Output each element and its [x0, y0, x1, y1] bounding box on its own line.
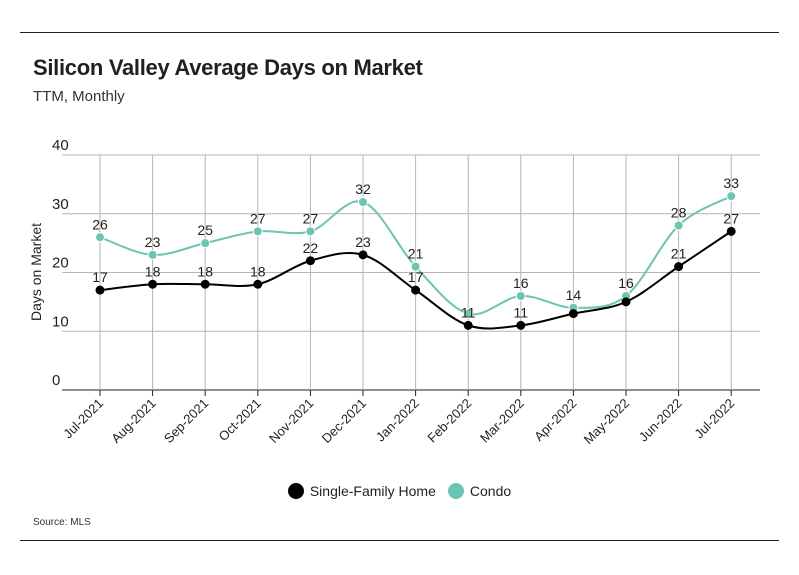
data-point-single-family — [463, 320, 473, 330]
data-point-condo — [358, 197, 368, 207]
data-label-single-family: 21 — [671, 246, 687, 262]
x-tick-label: Aug-2021 — [108, 396, 158, 446]
data-point-condo — [252, 226, 263, 237]
y-tick-label: 40 — [52, 137, 69, 154]
y-tick-label: 30 — [52, 196, 69, 213]
chart-subtitle: TTM, Monthly — [33, 88, 125, 105]
x-tick-label: Jan-2022 — [373, 396, 422, 445]
x-tick-label: Mar-2022 — [477, 396, 527, 446]
data-point-single-family — [516, 320, 526, 330]
data-point-single-family — [411, 285, 421, 295]
data-point-condo — [95, 232, 105, 243]
top-rule — [20, 32, 779, 33]
data-point-condo — [147, 249, 158, 260]
line-chart: 0 10 20 30 40 Jul-2021 Aug-2021 Sep-2021 Oct-202… — [28, 137, 760, 447]
data-label-single-family: 11 — [461, 304, 476, 320]
data-point-condo — [463, 308, 474, 319]
legend-item-single-family[interactable]: Single-Family Home — [287, 483, 436, 499]
y-tick-label: 10 — [52, 313, 69, 330]
data-point-single-family — [200, 279, 210, 289]
data-label-single-family: 27 — [723, 210, 739, 226]
data-point-single-family — [95, 285, 105, 295]
x-tick-label: Jul-2022 — [691, 396, 737, 442]
bottom-rule — [20, 540, 779, 541]
data-point-single-family — [305, 256, 315, 266]
data-label-single-family: 22 — [303, 240, 319, 256]
x-tick-label: Sep-2021 — [161, 396, 211, 446]
data-point-single-family — [726, 226, 736, 236]
data-label-single-family: 18 — [250, 263, 266, 279]
data-label-single-family: 17 — [408, 269, 424, 285]
source-note: Source: MLS — [33, 517, 91, 528]
x-tick-label: Jul-2021 — [60, 396, 106, 442]
data-point-condo — [726, 191, 737, 202]
data-label-single-family: 18 — [145, 263, 161, 279]
data-point-condo — [515, 291, 526, 301]
data-point-condo — [200, 238, 211, 249]
data-label-condo: 16 — [618, 275, 634, 291]
legend-label-single-family: Single-Family Home — [309, 483, 436, 499]
x-tick-label: Oct-2021 — [215, 396, 263, 444]
data-label-single-family: 17 — [92, 269, 108, 285]
y-tick-label: 0 — [52, 372, 60, 389]
y-tick-label: 20 — [52, 255, 69, 272]
data-point-single-family — [621, 297, 631, 307]
data-label-condo: 25 — [197, 222, 213, 238]
data-label-condo: 28 — [671, 205, 687, 221]
x-tick-label: Feb-2022 — [424, 396, 474, 446]
legend-label-condo: Condo — [469, 483, 512, 499]
data-point-condo — [410, 261, 421, 272]
data-label-condo: 27 — [250, 210, 266, 226]
data-label-condo: 16 — [513, 275, 529, 291]
data-point-single-family — [358, 250, 368, 260]
data-label-condo: 23 — [145, 234, 161, 250]
legend-swatch-condo — [447, 483, 464, 499]
x-tick-label: Jun-2022 — [636, 396, 685, 445]
data-label-single-family: 18 — [197, 263, 213, 279]
data-point-condo — [673, 220, 684, 231]
data-label-condo: 27 — [303, 210, 319, 226]
legend-item-condo[interactable]: Condo — [447, 483, 512, 499]
data-label-single-family: 23 — [355, 234, 371, 250]
data-point-single-family — [148, 279, 158, 289]
y-axis-title: Days on Market — [28, 223, 44, 321]
data-label-condo: 21 — [408, 246, 424, 262]
data-point-single-family — [568, 309, 578, 319]
data-label-condo: 14 — [566, 287, 582, 303]
x-tick-label: Apr-2022 — [531, 396, 579, 444]
data-point-single-family — [674, 262, 684, 272]
data-label-condo: 32 — [355, 181, 371, 197]
data-point-condo — [305, 226, 316, 237]
x-tick-label: Dec-2021 — [319, 396, 369, 446]
data-point-single-family — [253, 279, 263, 289]
legend-swatch-single-family — [287, 483, 304, 499]
data-label-condo: 26 — [92, 216, 108, 232]
legend: Single-Family Home Condo — [0, 483, 799, 499]
x-tick-label: May-2022 — [581, 396, 632, 447]
chart-title: Silicon Valley Average Days on Market — [33, 55, 423, 80]
data-label-single-family: 11 — [514, 304, 529, 320]
x-tick-label: Nov-2021 — [266, 396, 316, 446]
data-label-condo: 33 — [723, 175, 739, 191]
